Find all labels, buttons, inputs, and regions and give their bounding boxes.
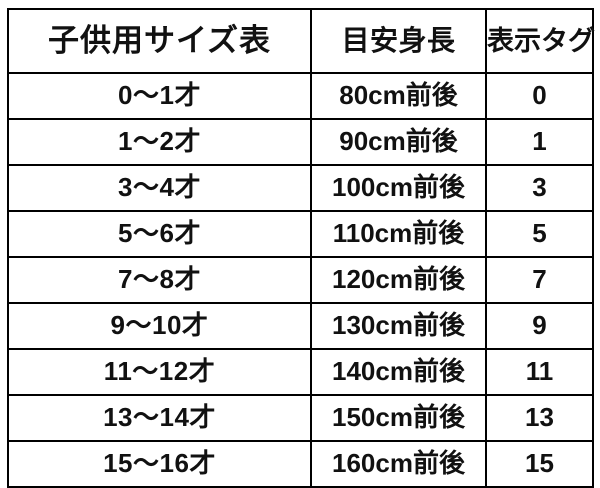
table-row: 1〜2才 90cm前後 1 (7, 118, 594, 166)
table-row: 11〜12才 140cm前後 11 (7, 348, 594, 396)
cell-age: 5〜6才 (7, 210, 312, 258)
table-row: 15〜16才 160cm前後 15 (7, 440, 594, 488)
cell-height: 100cm前後 (310, 164, 487, 212)
cell-age: 13〜14才 (7, 394, 312, 442)
cell-tag: 13 (485, 394, 594, 442)
cell-age: 1〜2才 (7, 118, 312, 166)
table-header: 子供用サイズ表 目安身長 表示タグ (7, 8, 595, 74)
cell-height: 150cm前後 (310, 394, 487, 442)
cell-height: 110cm前後 (310, 210, 487, 258)
column-header-category: 子供用サイズ表 (7, 8, 312, 74)
column-header-height: 目安身長 (310, 8, 487, 74)
cell-tag: 5 (485, 210, 594, 258)
cell-age: 11〜12才 (7, 348, 312, 396)
cell-tag: 15 (485, 440, 594, 488)
cell-age: 15〜16才 (7, 440, 312, 488)
cell-tag: 1 (485, 118, 594, 166)
table-row: 7〜8才 120cm前後 7 (7, 256, 594, 304)
table-header-row: 子供用サイズ表 目安身長 表示タグ (7, 8, 595, 74)
cell-tag: 0 (485, 72, 594, 120)
cell-height: 160cm前後 (310, 440, 487, 488)
cell-height: 140cm前後 (310, 348, 487, 396)
cell-height: 120cm前後 (310, 256, 487, 304)
cell-height: 130cm前後 (310, 302, 487, 350)
cell-height: 80cm前後 (310, 72, 487, 120)
cell-age: 0〜1才 (7, 72, 312, 120)
cell-tag: 7 (485, 256, 594, 304)
table-row: 13〜14才 150cm前後 13 (7, 394, 594, 442)
page-root: 子供用サイズ表 目安身長 表示タグ 0〜1才 80cm前後 0 1〜2才 90c… (7, 8, 595, 488)
table-row: 9〜10才 130cm前後 9 (7, 302, 594, 350)
cell-tag: 11 (485, 348, 594, 396)
cell-age: 7〜8才 (7, 256, 312, 304)
cell-height: 90cm前後 (310, 118, 487, 166)
table-body: 0〜1才 80cm前後 0 1〜2才 90cm前後 1 3〜4才 100cm前後… (7, 72, 594, 488)
cell-tag: 3 (485, 164, 594, 212)
cell-age: 3〜4才 (7, 164, 312, 212)
cell-tag: 9 (485, 302, 594, 350)
column-header-tag: 表示タグ (485, 8, 595, 74)
cell-age: 9〜10才 (7, 302, 312, 350)
table-row: 3〜4才 100cm前後 3 (7, 164, 594, 212)
table-row: 5〜6才 110cm前後 5 (7, 210, 594, 258)
children-size-chart-table: 子供用サイズ表 目安身長 表示タグ 0〜1才 80cm前後 0 1〜2才 90c… (7, 8, 595, 488)
table-row: 0〜1才 80cm前後 0 (7, 72, 594, 120)
